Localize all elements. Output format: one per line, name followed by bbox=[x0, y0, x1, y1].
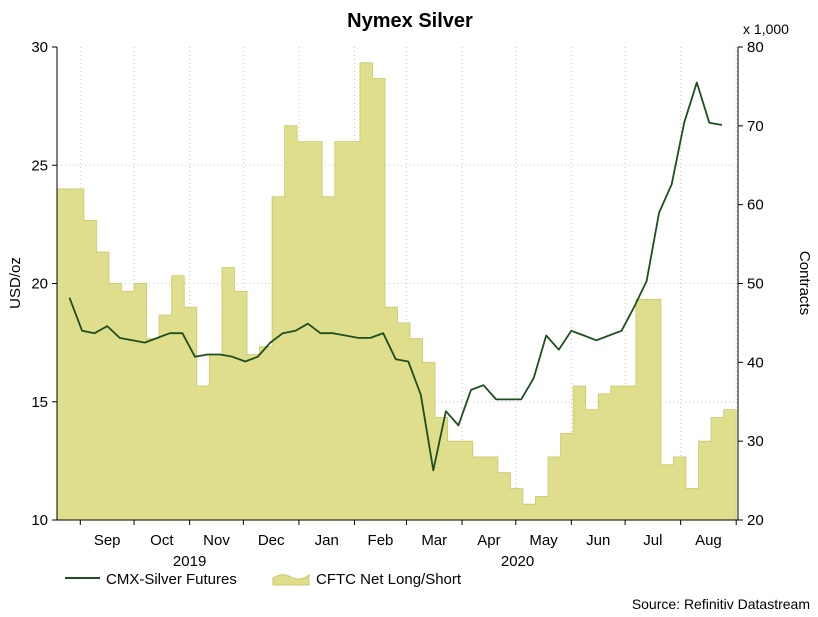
x-month-label: Jun bbox=[586, 532, 610, 549]
left-tick-label: 30 bbox=[31, 39, 48, 56]
source-note: Source: Refinitiv Datastream bbox=[632, 596, 810, 612]
x-month-label: Dec bbox=[258, 532, 285, 549]
right-tick-label: 40 bbox=[747, 354, 764, 371]
right-tick-label: 30 bbox=[747, 433, 764, 450]
right-axis-label: Contracts bbox=[796, 251, 813, 315]
right-tick-label: 80 bbox=[747, 39, 764, 56]
x-year-label: 2020 bbox=[501, 553, 534, 570]
cftc-area-layer bbox=[56, 62, 737, 521]
right-tick-label: 20 bbox=[747, 512, 764, 529]
right-axis-unit-note: x 1,000 bbox=[743, 21, 789, 37]
right-tick-label: 50 bbox=[747, 276, 764, 293]
legend-area-swatch bbox=[272, 573, 310, 586]
x-month-label: Feb bbox=[368, 532, 394, 549]
x-month-label: Sep bbox=[94, 532, 121, 549]
x-month-label: Nov bbox=[203, 532, 230, 549]
x-month-label: Oct bbox=[150, 532, 174, 549]
x-axis-ticks: Sep Oct Nov Dec Jan Feb Mar Apr May Jun Jul Aug 2019… bbox=[79, 520, 737, 570]
legend-label-silver: CMX-Silver Futures bbox=[106, 571, 237, 588]
legend-label-cftc: CFTC Net Long/Short bbox=[316, 571, 462, 588]
left-tick-label: 15 bbox=[31, 394, 48, 411]
x-month-label: Jul bbox=[643, 532, 662, 549]
x-month-label: Jan bbox=[315, 532, 339, 549]
left-tick-label: 20 bbox=[31, 276, 48, 293]
x-month-label: Aug bbox=[695, 532, 722, 549]
left-tick-label: 10 bbox=[31, 512, 48, 529]
cmx-silver-futures-line bbox=[68, 81, 723, 472]
right-tick-label: 60 bbox=[747, 197, 764, 214]
x-month-label: Apr bbox=[477, 532, 500, 549]
silver-line-layer bbox=[68, 81, 723, 472]
right-axis-ticks: 20 30 40 50 60 70 80 bbox=[738, 39, 764, 529]
left-tick-label: 25 bbox=[31, 157, 48, 174]
left-axis-label: USD/oz bbox=[7, 257, 24, 309]
legend: CMX-Silver Futures CFTC Net Long/Short bbox=[65, 571, 462, 588]
chart-title: Nymex Silver bbox=[347, 10, 473, 32]
x-month-label: Mar bbox=[421, 532, 447, 549]
right-tick-label: 70 bbox=[747, 118, 764, 135]
cftc-net-long-short-area bbox=[56, 62, 737, 521]
x-year-label: 2019 bbox=[173, 553, 206, 570]
left-axis-ticks: 10 15 20 25 30 bbox=[31, 39, 57, 529]
x-month-label: May bbox=[529, 532, 558, 549]
